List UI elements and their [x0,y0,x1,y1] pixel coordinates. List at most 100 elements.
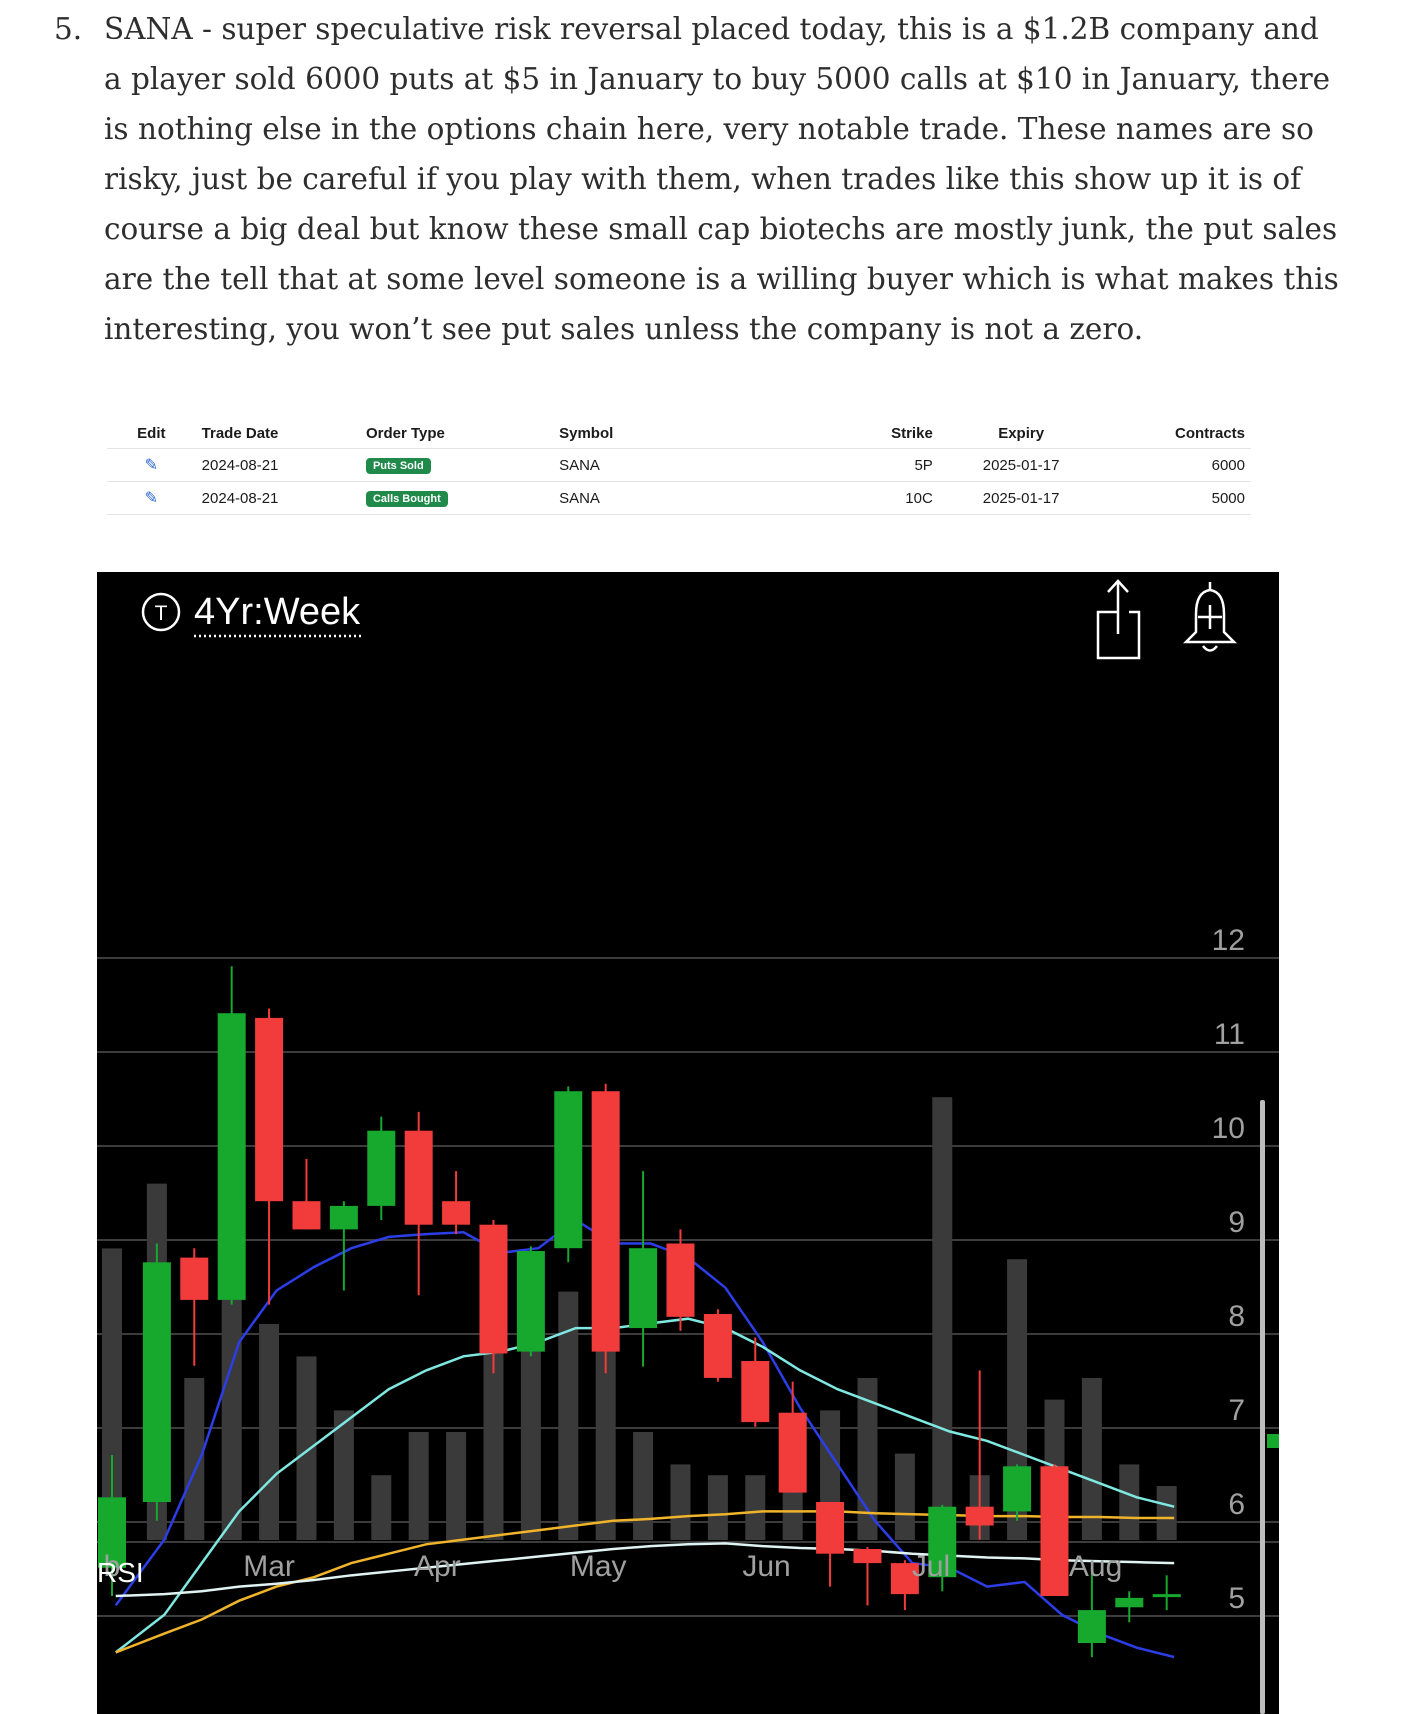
candle-body [516,1251,545,1352]
edit-cell[interactable]: ✎ [107,448,196,482]
candle-body [1115,1597,1144,1608]
candles [98,966,1181,1658]
candle-body [629,1248,658,1329]
edit-cell[interactable]: ✎ [107,481,196,515]
candle-body [741,1361,770,1423]
x-tick-label: Mar [243,1550,295,1583]
x-tick-label: Jul [912,1550,950,1583]
table-row: ✎ 2024-08-21 Calls Bought SANA 10C 2025-… [107,481,1251,515]
candle-body [180,1257,209,1300]
volume-bar [446,1432,467,1540]
volume-bar [371,1475,392,1540]
volume-bar [894,1453,915,1540]
volume-bar [857,1378,878,1540]
order-type-badge: Calls Bought [365,491,448,507]
candle-body [217,1013,246,1300]
share-icon[interactable] [1096,579,1141,660]
order-type-cell: Calls Bought [359,481,554,515]
volume-bar [184,1378,205,1540]
volume-bar [102,1248,122,1540]
trade-date-cell: 2024-08-21 [195,481,360,515]
candle-body [142,1262,171,1502]
candle-body [329,1205,358,1230]
trades-table: Edit Trade Date Order Type Symbol Strike… [107,418,1251,515]
scrollbar[interactable] [1260,1100,1265,1714]
y-tick-label: 6 [1228,1488,1245,1521]
pencil-icon[interactable]: ✎ [144,490,159,507]
contracts-cell: 5000 [1103,481,1251,515]
stock-chart[interactable]: 12 11 10 9 8 7 6 5 b Mar Apr May Jun Jul Aug RSI T 4Yr:… [97,572,1279,1714]
candle-body [367,1130,396,1206]
order-type-cell: Puts Sold [359,448,554,482]
candle-body [928,1506,957,1578]
y-tick-label: 11 [1214,1018,1245,1051]
x-tick-label: May [570,1550,627,1583]
strike-cell: 10C [802,481,939,515]
x-tick-label: b [104,1550,121,1583]
candle-body [1003,1466,1032,1512]
symbol-cell: SANA [553,448,803,482]
candle-body [591,1091,620,1352]
candle-body [703,1314,732,1378]
volume-bar [1156,1486,1177,1540]
header-strike: Strike [802,418,939,449]
expiry-cell: 2025-01-17 [938,481,1104,515]
paragraph-text: SANA - super speculative risk reversal p… [104,12,1339,346]
y-tick-label: 8 [1228,1300,1245,1333]
x-tick-label: Jun [742,1550,790,1583]
candle-body [292,1201,321,1230]
volume-bar [707,1475,728,1540]
alert-bell-plus-icon[interactable] [1182,582,1238,652]
candle-body [965,1506,994,1526]
header-trade-date: Trade Date [195,418,360,449]
volume-bar [520,1324,541,1540]
last-price-marker [1267,1434,1279,1448]
x-tick-label: Apr [414,1550,461,1583]
y-tick-label: 12 [1212,924,1245,957]
candle-body [255,1017,284,1202]
gridlines [97,957,1279,1617]
moving-average-line [114,1218,1175,1659]
volume-bar [745,1475,766,1540]
symbol-cell: SANA [553,481,803,515]
volume-bar [333,1410,354,1540]
volume-bar [633,1432,654,1540]
volume-bar [408,1432,429,1540]
candle-body [1040,1466,1069,1596]
table-row: ✎ 2024-08-21 Puts Sold SANA 5P 2025-01-1… [107,448,1251,482]
header-edit: Edit [107,418,196,449]
y-tick-label: 9 [1228,1206,1245,1239]
volume-bar [1119,1464,1140,1540]
symbol-badge-circle [141,592,181,632]
candle-body [890,1563,919,1595]
candle-body [442,1201,471,1225]
candle-body [1077,1610,1106,1643]
timeframe-selector[interactable]: 4Yr:Week [194,591,361,633]
symbol-badge-letter: T [155,602,168,625]
order-type-badge: Puts Sold [365,458,431,474]
y-tick-label: 7 [1228,1394,1245,1427]
header-contracts: Contracts [1103,418,1251,449]
y-tick-label: 10 [1212,1112,1245,1145]
strike-cell: 5P [802,448,939,482]
post-paragraph: 5. SANA - super speculative risk reversa… [54,4,1344,354]
volume-bar [259,1324,280,1540]
chart-svg: 12 11 10 9 8 7 6 5 b Mar Apr May Jun Jul Aug RSI T 4Yr:… [97,579,1279,1714]
volume-bar [1081,1378,1102,1540]
symbol-badge[interactable]: T [141,592,181,632]
candle-body [404,1130,433,1225]
candle-body [778,1412,807,1493]
contracts-cell: 6000 [1103,448,1251,482]
volume-bar [296,1356,317,1540]
candle-body [479,1224,508,1354]
x-tick-label: Aug [1069,1550,1122,1583]
pencil-icon[interactable]: ✎ [144,457,159,474]
table-header-row: Edit Trade Date Order Type Symbol Strike… [107,418,1251,449]
header-expiry: Expiry [938,418,1104,449]
candle-body [554,1091,583,1249]
candle-body [666,1243,695,1317]
candle-body [816,1502,845,1554]
y-tick-label: 5 [1228,1582,1245,1615]
trade-date-cell: 2024-08-21 [195,448,360,482]
axis-labels: 12 11 10 9 8 7 6 5 b Mar Apr May Jun Jul Aug RSI [97,924,1245,1615]
